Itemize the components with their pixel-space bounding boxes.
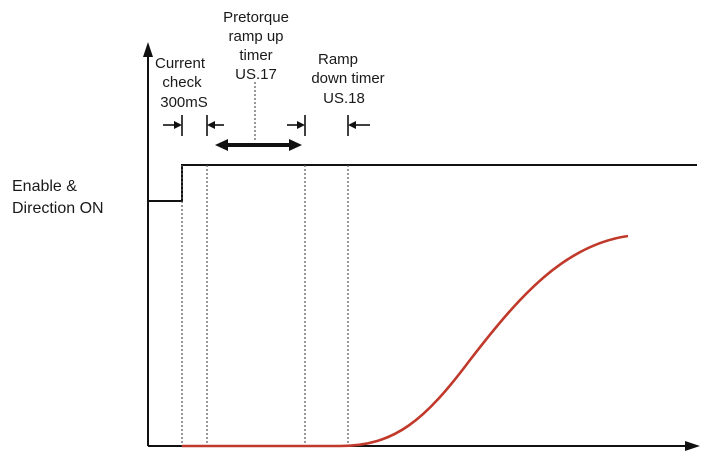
y-axis-arrowhead bbox=[143, 42, 153, 57]
pretorque-duration-arrowhead-right bbox=[289, 139, 302, 151]
pretorque-arrowhead-right bbox=[297, 121, 305, 129]
pretorque-label-line2: ramp up bbox=[228, 28, 283, 45]
pretorque-label-line4: US.17 bbox=[235, 66, 277, 83]
pretorque-label-line3: timer bbox=[239, 47, 272, 64]
x-axis-arrowhead bbox=[685, 441, 700, 451]
pretorque-duration-arrowhead-left bbox=[215, 139, 228, 151]
rampdown-label-line3: US.18 bbox=[323, 90, 365, 107]
enable-label-line2: Direction ON bbox=[12, 200, 104, 217]
pretorque-label-line1: Pretorque bbox=[223, 9, 289, 26]
rampdown-arrowhead bbox=[348, 121, 356, 129]
current-check-arrowhead-left bbox=[174, 121, 182, 129]
enable-label-line1: Enable & bbox=[12, 178, 77, 195]
current-check-arrowhead-right bbox=[207, 121, 215, 129]
current-check-label-line2: check bbox=[162, 74, 202, 91]
enable-signal-line bbox=[148, 164, 697, 202]
current-check-label-line1: Current bbox=[155, 55, 206, 72]
rampdown-label-line1: Ramp bbox=[318, 51, 358, 68]
current-check-label-line3: 300mS bbox=[160, 94, 208, 111]
rampdown-label-line2: down timer bbox=[311, 70, 384, 87]
output-curve bbox=[182, 234, 629, 448]
